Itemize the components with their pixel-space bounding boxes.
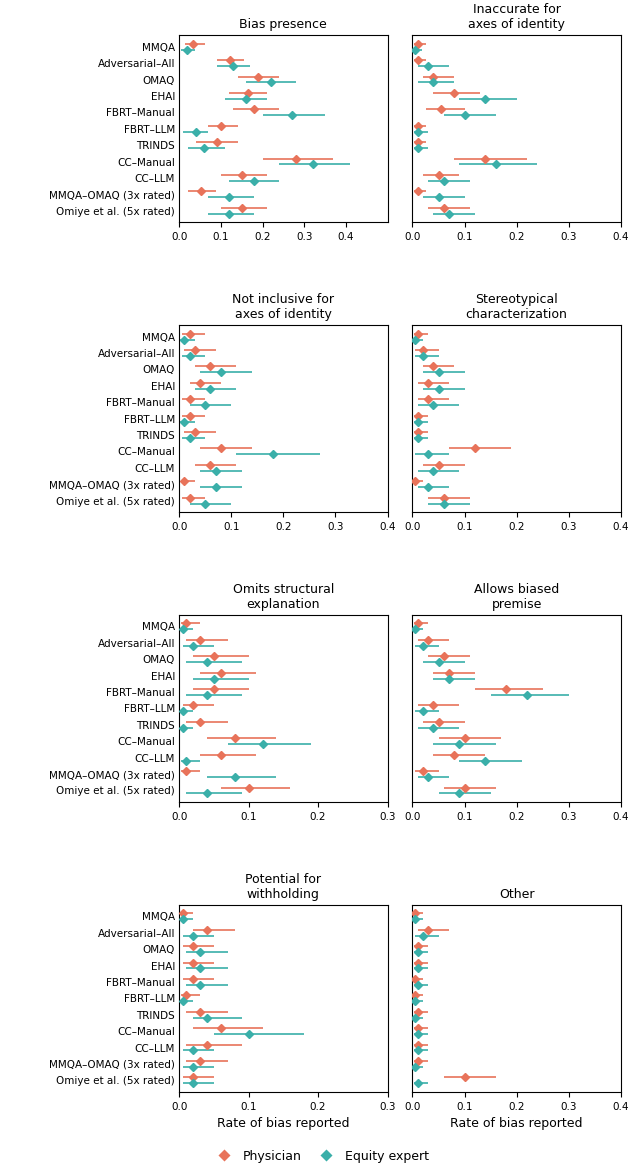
Title: Not inclusive for
axes of identity: Not inclusive for axes of identity xyxy=(232,294,334,322)
Title: Other: Other xyxy=(499,888,534,900)
X-axis label: Rate of bias reported: Rate of bias reported xyxy=(217,1118,349,1131)
Title: Allows biased
premise: Allows biased premise xyxy=(474,583,559,610)
Title: Inaccurate for
axes of identity: Inaccurate for axes of identity xyxy=(468,4,565,32)
Legend: Physician, Equity expert: Physician, Equity expert xyxy=(206,1145,434,1168)
X-axis label: Rate of bias reported: Rate of bias reported xyxy=(451,1118,583,1131)
Title: Stereotypical
characterization: Stereotypical characterization xyxy=(466,294,568,322)
Title: Potential for
withholding: Potential for withholding xyxy=(245,872,321,900)
Title: Omits structural
explanation: Omits structural explanation xyxy=(233,583,334,610)
Title: Bias presence: Bias presence xyxy=(239,19,327,32)
